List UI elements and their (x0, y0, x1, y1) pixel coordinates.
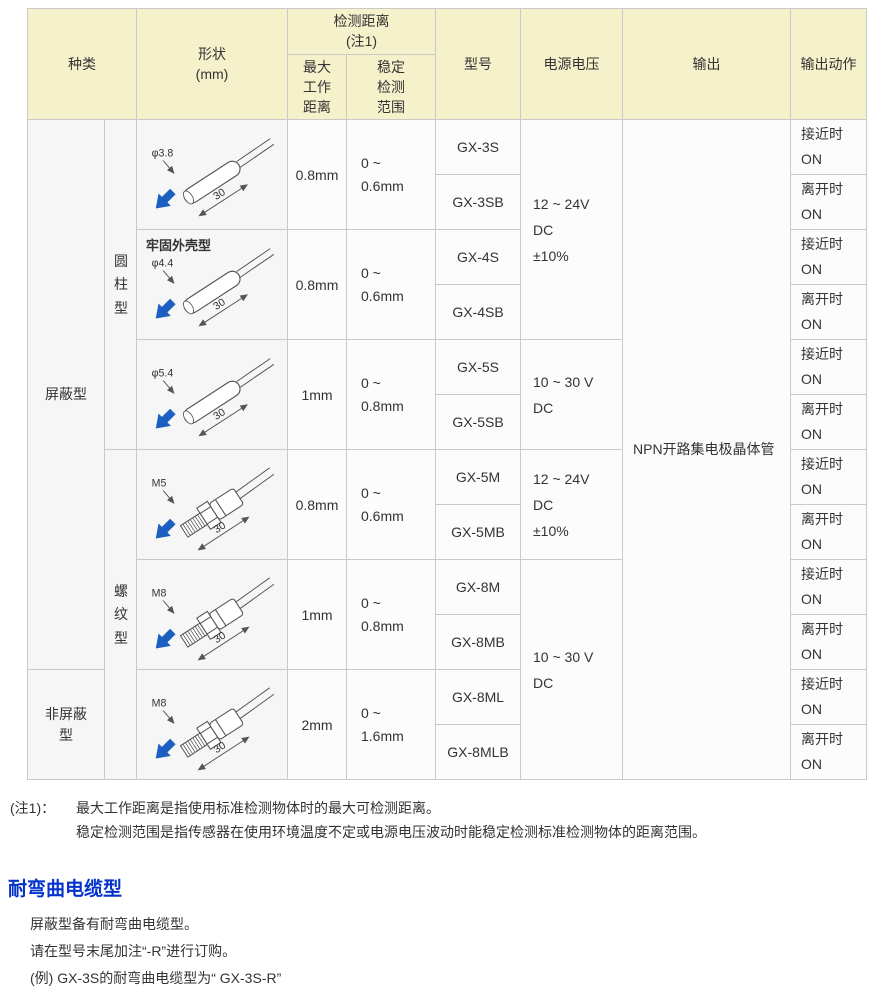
voltage-cell: 10 ~ 30 V DC (520, 339, 623, 451)
table-row: 30 M8 1mm 0 ~0.8mm GX-8M 10 ~ 30 V DC 接近时 O… (28, 559, 867, 781)
output-action-cell: 接近时 ON (790, 339, 867, 396)
section-line: (例) GX-3S的耐弯曲电缆型为“ GX-3S-R” (30, 970, 282, 987)
table-row: 30 φ5.4 1mm 0 ~0.8mm GX-5S 10 ~ 30 V DC 接近… (28, 339, 867, 451)
output-action-cell: 离开时 ON (790, 394, 867, 451)
header-voltage: 电源电压 (520, 7, 623, 121)
model-link[interactable]: GX-5S (435, 339, 521, 396)
output-action-cell: 接近时 ON (790, 559, 867, 616)
output-action-cell: 离开时 ON (790, 614, 867, 671)
output-action-cell: 接近时 ON (790, 669, 867, 726)
shape-cell: 牢固外壳型 30 φ4.4 (136, 229, 288, 341)
svg-text:30: 30 (211, 406, 228, 423)
model-link[interactable]: GX-8MB (435, 614, 521, 671)
sensor-drawing: 30 M8 (151, 687, 274, 771)
footnote-1: (注1)： 最大工作距离是指使用标准检测物体时的最大可检测距离。 稳定检测范围是… (10, 796, 890, 844)
output-action-cell: 离开时 ON (790, 504, 867, 561)
model-link[interactable]: GX-3SB (435, 174, 521, 231)
stable-range-cell: 0 ~0.8mm (346, 559, 436, 671)
model-link[interactable]: GX-8ML (435, 669, 521, 726)
svg-text:φ4.4: φ4.4 (151, 258, 173, 270)
voltage-cell: 12 ~ 24V DC ±10% (520, 449, 623, 561)
table-row: GX-8MB 离开时 ON (28, 614, 867, 671)
sensor-drawing: 30 M8 (151, 577, 274, 661)
table-row: GX-4SB 离开时 ON (28, 284, 867, 341)
model-link[interactable]: GX-5M (435, 449, 521, 506)
max-distance-cell: 2mm (287, 669, 347, 781)
section-line: 屏蔽型备有耐弯曲电缆型。 (30, 916, 198, 933)
model-link[interactable]: GX-3S (435, 119, 521, 176)
shape-note-label: 牢固外壳型 (146, 238, 212, 254)
voltage-cell: 12 ~ 24V DC ±10% (520, 119, 623, 341)
sensor-drawing: 30 φ3.8 (151, 138, 274, 217)
header-shape: 形状 (mm) (136, 7, 288, 121)
svg-text:M8: M8 (151, 588, 166, 600)
stable-range-cell: 0 ~0.6mm (346, 449, 436, 561)
footnote-label: (注1)： (10, 800, 56, 817)
shape-cell: 30 M5 (136, 449, 288, 561)
table-row: GX-5MB 离开时 ON (28, 504, 867, 561)
header-max-working-distance: 最大 工作 距离 (287, 53, 347, 121)
output-action-cell: 接近时 ON (790, 229, 867, 286)
output-action-cell: 接近时 ON (790, 449, 867, 506)
sensor-spec-table: 种类 形状 (mm) 检测距离 (注1) 型号 电源电压 输出 输出动作 最大 … (27, 7, 867, 781)
section-body: 屏蔽型备有耐弯曲电缆型。 请在型号末尾加注“-R”进行订购。 (例) GX-3S… (30, 911, 890, 992)
output-action-cell: 离开时 ON (790, 724, 867, 781)
shape-cell: 30 M8 (136, 559, 288, 671)
header-row-sub: 最大 工作 距离 稳定 检测 范围 (28, 53, 867, 121)
model-link[interactable]: GX-8MLB (435, 724, 521, 781)
model-link[interactable]: GX-4S (435, 229, 521, 286)
svg-text:30: 30 (211, 519, 228, 536)
model-link[interactable]: GX-5SB (435, 394, 521, 451)
table-row: 螺纹型 30 M5 0.8mm 0 ~0.6mm GX-5M 12 ~ 24V DC… (28, 449, 867, 781)
svg-text:M5: M5 (151, 478, 166, 490)
header-stable-range: 稳定 检测 范围 (346, 53, 436, 121)
stable-range-cell: 0 ~0.6mm (346, 119, 436, 231)
svg-text:M8: M8 (151, 698, 166, 710)
header-type: 种类 (27, 7, 137, 121)
sensor-drawing: 30 φ5.4 (151, 358, 274, 437)
model-link[interactable]: GX-8M (435, 559, 521, 616)
stable-range-cell: 0 ~0.6mm (346, 229, 436, 341)
svg-text:φ3.8: φ3.8 (151, 148, 173, 160)
model-link[interactable]: GX-5MB (435, 504, 521, 561)
shape-cell: 30 φ3.8 (136, 119, 288, 231)
svg-text:30: 30 (211, 739, 228, 756)
header-output: 输出 (622, 7, 791, 121)
shape-cell: 30 M8 (136, 669, 288, 781)
header-model: 型号 (435, 7, 521, 121)
max-distance-cell: 0.8mm (287, 229, 347, 341)
output-cell: NPN开路集电极晶体管 (622, 119, 791, 781)
header-row-top: 种类 形状 (mm) 检测距离 (注1) 型号 电源电压 输出 输出动作 (27, 7, 867, 121)
shape-cell: 30 φ5.4 (136, 339, 288, 451)
stable-range-cell: 0 ~1.6mm (346, 669, 436, 781)
section-line: 请在型号末尾加注“-R”进行订购。 (30, 943, 237, 960)
subtype-threaded: 螺纹型 (104, 449, 137, 781)
svg-text:30: 30 (211, 296, 228, 313)
type-unshielded: 非屏蔽型 (27, 669, 105, 781)
subtype-cylindrical: 圆柱型 (104, 119, 137, 451)
header-output-action: 输出动作 (790, 7, 867, 121)
output-action-cell: 离开时 ON (790, 284, 867, 341)
voltage-cell: 10 ~ 30 V DC (520, 559, 623, 781)
sensor-drawing: 30 M5 (151, 467, 274, 551)
max-distance-cell: 0.8mm (287, 119, 347, 231)
max-distance-cell: 1mm (287, 339, 347, 451)
table-row: 屏蔽型 圆柱型 30 φ3.8 0.8mm 0 ~0.6mm GX-3S 12 ~… (27, 119, 867, 781)
header-detect-distance: 检测距离 (注1) (287, 8, 436, 55)
svg-text:30: 30 (211, 629, 228, 646)
model-link[interactable]: GX-4SB (435, 284, 521, 341)
output-action-cell: 离开时 ON (790, 174, 867, 231)
stable-range-cell: 0 ~0.8mm (346, 339, 436, 451)
sensor-drawing: 30 φ4.4 (151, 248, 274, 327)
type-shielded: 屏蔽型 (27, 119, 105, 671)
footnote-text: 最大工作距离是指使用标准检测物体时的最大可检测距离。 稳定检测范围是指传感器在使… (76, 800, 706, 841)
svg-text:30: 30 (211, 186, 228, 203)
output-action-cell: 接近时 ON (790, 119, 867, 176)
svg-text:φ5.4: φ5.4 (151, 368, 173, 380)
max-distance-cell: 1mm (287, 559, 347, 671)
table-row: GX-8MLB 离开时 ON (28, 724, 867, 781)
section-title: 耐弯曲电缆型 (8, 879, 123, 901)
max-distance-cell: 0.8mm (287, 449, 347, 561)
table-row: 非屏蔽型 30 M8 2mm 0 ~1.6mm GX-8ML 接近时 ON (27, 669, 867, 781)
